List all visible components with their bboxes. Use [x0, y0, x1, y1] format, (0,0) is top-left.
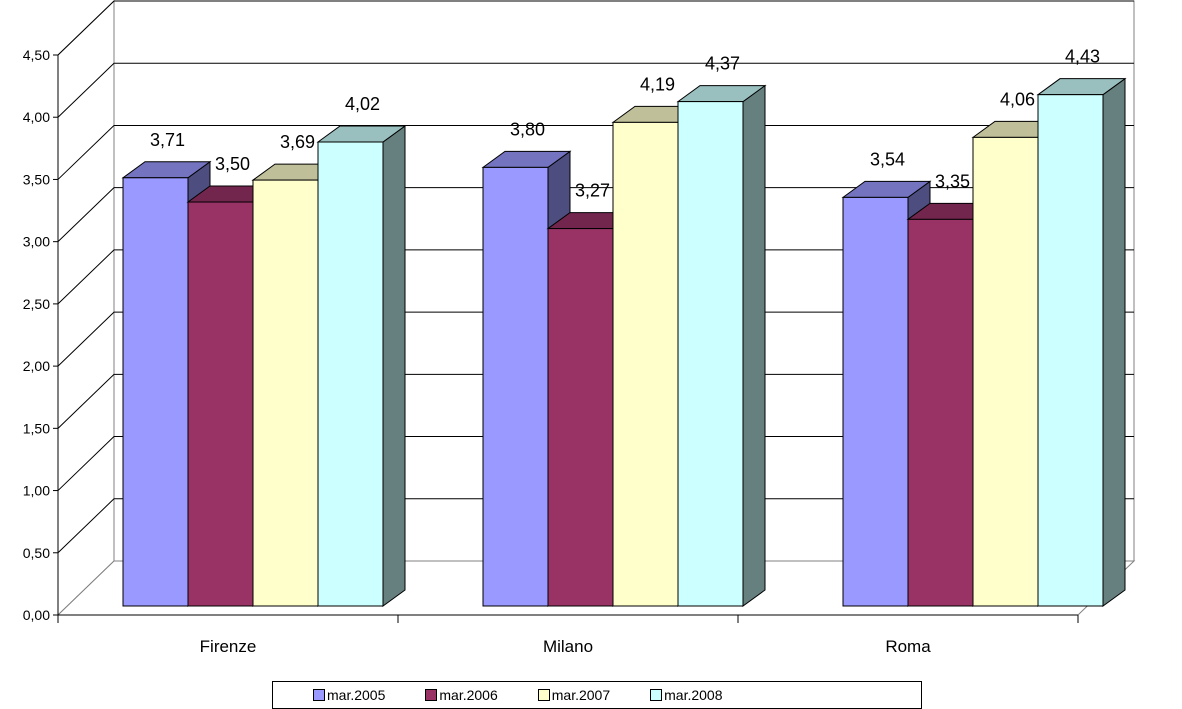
category-label: Milano	[543, 637, 593, 656]
legend-item: mar.2007	[537, 687, 611, 703]
y-tick-label: 2,50	[23, 296, 50, 312]
legend-label: mar.2008	[664, 687, 723, 703]
gridline	[57, 62, 1134, 118]
legend-item: mar.2008	[650, 687, 723, 703]
bar	[316, 125, 407, 607]
gridline	[57, 498, 1134, 554]
bars	[121, 77, 1127, 607]
y-tick-label: 4,00	[23, 109, 50, 125]
data-labels: 3,71 3,50 3,69 4,02 3,80 3,27 4,19 4,37 3,54 3,35…	[150, 47, 1100, 201]
data-label: 4,37	[705, 54, 740, 74]
data-label: 3,71	[150, 130, 185, 150]
bar-side	[1102, 77, 1126, 607]
data-label: 3,50	[215, 154, 250, 174]
legend-item: mar.2006	[425, 687, 498, 703]
legend-swatch	[650, 689, 663, 701]
bar-front	[677, 101, 744, 607]
data-label: 3,27	[575, 181, 610, 201]
legend-label: mar.2006	[439, 687, 498, 703]
y-tick-label: 1,50	[23, 420, 50, 436]
bar	[676, 84, 767, 607]
bar-front	[972, 136, 1039, 607]
category-label: Firenze	[200, 637, 257, 656]
y-tick-label: 4,50	[23, 47, 50, 63]
data-label: 4,02	[345, 94, 380, 114]
gridline	[57, 249, 1134, 305]
legend-label: mar.2005	[327, 687, 386, 703]
legend-label: mar.2007	[551, 687, 611, 703]
side-wall	[57, 0, 115, 617]
bar-front	[482, 166, 549, 607]
data-label: 4,43	[1065, 47, 1100, 67]
gridline	[57, 124, 1134, 180]
bar-front	[612, 121, 679, 607]
gridline	[57, 373, 1134, 429]
legend-swatch	[537, 689, 550, 701]
y-tick-label: 2,00	[23, 358, 50, 374]
data-label: 4,19	[640, 74, 675, 94]
bar-front	[842, 196, 909, 607]
bar-front	[122, 177, 189, 607]
gridlines	[57, 0, 1134, 554]
gridline	[57, 0, 1134, 56]
y-tick-label: 1,00	[23, 483, 50, 499]
bar-front	[252, 179, 319, 607]
bar-side	[742, 84, 766, 607]
bar-front	[187, 201, 254, 607]
legend-swatch	[425, 689, 438, 701]
data-label: 3,80	[510, 119, 545, 139]
bar-front	[317, 141, 384, 607]
bar	[1036, 77, 1127, 607]
data-label: 4,06	[1000, 89, 1035, 109]
bar-side	[382, 125, 406, 607]
gridline	[57, 187, 1134, 243]
data-label: 3,69	[280, 132, 315, 152]
legend: mar.2005 mar.2006 mar.2007 mar.2008	[272, 681, 922, 709]
legend-item: mar.2005	[313, 687, 385, 703]
y-axis-ticks: 0,00 0,50 1,00 1,50 2,00 2,50 3,00 3,50 4,00 4,50	[23, 47, 58, 623]
bar-chart-3d: 0,00 0,50 1,00 1,50 2,00 2,50 3,00 3,50 4,00 4,50…	[23, 0, 1136, 656]
bar-front	[907, 218, 974, 607]
y-tick-label: 3,50	[23, 171, 50, 187]
data-label: 3,35	[935, 171, 970, 191]
y-tick-label: 0,50	[23, 545, 50, 561]
bar-front	[1037, 94, 1104, 607]
y-tick-label: 3,00	[23, 234, 50, 250]
bar-front	[547, 228, 614, 607]
legend-swatch	[313, 689, 325, 701]
data-label: 3,54	[870, 149, 905, 169]
category-labels: Firenze Milano Roma	[200, 637, 932, 656]
gridline	[57, 311, 1134, 367]
category-label: Roma	[885, 637, 931, 656]
gridline	[57, 436, 1134, 491]
axes	[57, 55, 1079, 623]
y-tick-label: 0,00	[23, 607, 50, 623]
